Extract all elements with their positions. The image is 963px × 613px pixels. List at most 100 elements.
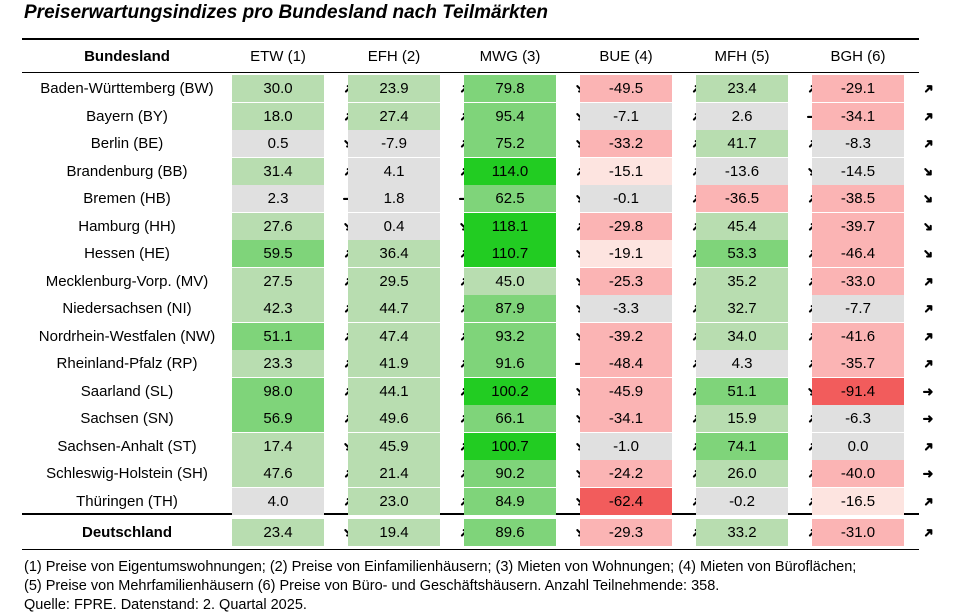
table-row-3-value-etw: 0.5 bbox=[232, 130, 324, 157]
table-row-2-value-bue: -7.1 bbox=[580, 102, 672, 130]
table-row-1-value-mwg: 79.8 bbox=[464, 75, 556, 102]
table-row-6-value-bgh: -39.7 bbox=[812, 212, 904, 240]
table-row-3-trend-bgh-up-arrow-icon: ➜ bbox=[918, 134, 938, 153]
table-row-7-value-etw: 59.5 bbox=[232, 240, 324, 267]
table-row-5-value-mfh: -36.5 bbox=[696, 185, 788, 212]
table-row-7-label: Hessen (HE) bbox=[84, 245, 170, 262]
table-row-7-value-mwg: 110.7 bbox=[464, 240, 556, 267]
table-row-7-trend-bgh-down-arrow-icon: ➜ bbox=[918, 244, 938, 263]
table-row-12-value-efh: 44.1 bbox=[348, 377, 440, 405]
table-row-9-value-mfh: 32.7 bbox=[696, 295, 788, 322]
total-value-bue: -29.3 bbox=[580, 519, 672, 546]
table-row-7-value-bgh: -46.4 bbox=[812, 240, 904, 267]
table-row-13-value-mfh: 15.9 bbox=[696, 405, 788, 432]
table-row-12-trend-bgh-flat-arrow-icon: ➜ bbox=[922, 383, 934, 399]
header-col-bgh: BGH (6) bbox=[830, 48, 886, 65]
table-row-14-row: Sachsen-Anhalt (ST)17.4➜45.9➜100.7➜-1.0➜… bbox=[22, 432, 937, 460]
table-row-1-value-bue: -49.5 bbox=[580, 75, 672, 102]
table-row-8-value-mwg: 45.0 bbox=[464, 267, 556, 295]
table-row-13-label: Sachsen (SN) bbox=[80, 410, 174, 427]
table-row-8-row: Mecklenburg-Vorp. (MV)27.5➜29.5➜45.0➜-25… bbox=[22, 267, 937, 295]
table-row-13-value-etw: 56.9 bbox=[232, 405, 324, 432]
table-row-9-value-bue: -3.3 bbox=[580, 295, 672, 322]
table-row-1-value-efh: 23.9 bbox=[348, 75, 440, 102]
table-row-12-value-bgh: -91.4 bbox=[812, 377, 904, 405]
table-row-16-row: Thüringen (TH)4.0➜23.0➜84.9➜-62.4➜-0.2➜-… bbox=[22, 487, 937, 515]
table-row-5-value-efh: 1.8 bbox=[348, 185, 440, 212]
table-row-1-value-etw: 30.0 bbox=[232, 75, 324, 102]
total-value-bgh: -31.0 bbox=[812, 519, 904, 546]
table-row-14-value-efh: 45.9 bbox=[348, 432, 440, 460]
table-row-5-value-bue: -0.1 bbox=[580, 185, 672, 212]
table-row-15-row: Schleswig-Holstein (SH)47.6➜21.4➜90.2➜-2… bbox=[22, 460, 933, 487]
table-row-11-value-etw: 23.3 bbox=[232, 350, 324, 377]
table-row-2-value-efh: 27.4 bbox=[348, 102, 440, 130]
table-row-10-value-bue: -39.2 bbox=[580, 322, 672, 350]
table-row-8-value-bue: -25.3 bbox=[580, 267, 672, 295]
table-row-13-value-efh: 49.6 bbox=[348, 405, 440, 432]
table-row-9-label: Niedersachsen (NI) bbox=[62, 300, 192, 317]
header-row: Bundesland ETW (1) EFH (2) MWG (3) BUE (… bbox=[22, 43, 919, 70]
table-row-16-value-mfh: -0.2 bbox=[696, 487, 788, 515]
table-row-8-value-etw: 27.5 bbox=[232, 267, 324, 295]
header-bundesland: Bundesland bbox=[84, 48, 170, 65]
table-row-15-trend-bgh-flat-arrow-icon: ➜ bbox=[922, 466, 934, 481]
table-row-4-value-bue: -15.1 bbox=[580, 157, 672, 185]
table-row-6-value-mwg: 118.1 bbox=[464, 212, 556, 240]
table-row-6-row: Hamburg (HH)27.6➜0.4➜118.1➜-29.8➜45.4➜-3… bbox=[22, 212, 937, 240]
table-row-9-value-mwg: 87.9 bbox=[464, 295, 556, 322]
table-row-12-value-mwg: 100.2 bbox=[464, 377, 556, 405]
table-row-9-row: Niedersachsen (NI)42.3➜44.7➜87.9➜-3.3➜32… bbox=[22, 295, 937, 322]
table-row-16-value-efh: 23.0 bbox=[348, 487, 440, 515]
table-row-6-label: Hamburg (HH) bbox=[78, 217, 176, 235]
total-value-etw: 23.4 bbox=[232, 519, 324, 546]
table-row-2-trend-bgh-up-arrow-icon: ➜ bbox=[918, 106, 938, 126]
table-row-13-value-bgh: -6.3 bbox=[812, 405, 904, 432]
table-row-10-trend-bgh-up-arrow-icon: ➜ bbox=[918, 326, 938, 346]
table-row-15-value-etw: 47.6 bbox=[232, 460, 324, 487]
table-row-9-value-bgh: -7.7 bbox=[812, 295, 904, 322]
header-col-mwg: MWG (3) bbox=[479, 48, 541, 65]
table-row-14-value-etw: 17.4 bbox=[232, 432, 324, 460]
table-row-15-label: Schleswig-Holstein (SH) bbox=[46, 465, 208, 482]
table-row-3-row: Berlin (BE)0.5➜-7.9➜75.2➜-33.2➜41.7➜-8.3… bbox=[22, 130, 937, 157]
table-row-6-value-bue: -29.8 bbox=[580, 212, 672, 240]
table-row-11-trend-bgh-up-arrow-icon: ➜ bbox=[918, 354, 938, 373]
table-row-12-row: Saarland (SL)98.0➜44.1➜100.2➜-45.9➜51.1➜… bbox=[22, 377, 933, 405]
table-row-16-value-bue: -62.4 bbox=[580, 487, 672, 515]
table-row-10-row: Nordrhein-Westfalen (NW)51.1➜47.4➜93.2➜-… bbox=[22, 322, 937, 350]
footnote-2: (5) Preise von Mehrfamilienhäusern (6) P… bbox=[24, 578, 720, 594]
table-row-9-value-efh: 44.7 bbox=[348, 295, 440, 322]
table-row-10-value-efh: 47.4 bbox=[348, 322, 440, 350]
table-row-2-value-etw: 18.0 bbox=[232, 102, 324, 130]
table-row-5-label: Bremen (HB) bbox=[83, 190, 171, 207]
header-col-efh: EFH (2) bbox=[367, 48, 421, 65]
table-row-14-value-mwg: 100.7 bbox=[464, 432, 556, 460]
table-row-1-value-bgh: -29.1 bbox=[812, 75, 904, 102]
total-label: Deutschland bbox=[81, 524, 172, 541]
table-row-10-value-mfh: 34.0 bbox=[696, 322, 788, 350]
table-row-5-value-bgh: -38.5 bbox=[812, 185, 904, 212]
table-row-16-value-etw: 4.0 bbox=[232, 487, 324, 515]
table-row-10-label: Nordrhein-Westfalen (NW) bbox=[38, 327, 216, 345]
table-row-5-value-mwg: 62.5 bbox=[464, 185, 556, 212]
table-row-7-value-mfh: 53.3 bbox=[696, 240, 788, 267]
table-row-5-value-etw: 2.3 bbox=[232, 185, 324, 212]
table-row-14-value-bue: -1.0 bbox=[580, 432, 672, 460]
table-row-12-value-mfh: 51.1 bbox=[696, 377, 788, 405]
total-value-mfh: 33.2 bbox=[696, 519, 788, 546]
table-row-16-value-bgh: -16.5 bbox=[812, 487, 904, 515]
table-row-2-label: Bayern (BY) bbox=[86, 107, 168, 125]
table-row-1-row: Baden-Württemberg (BW)30.0➜23.9➜79.8➜-49… bbox=[22, 75, 937, 102]
table-row-1-value-mfh: 23.4 bbox=[696, 75, 788, 102]
table-row-4-value-efh: 4.1 bbox=[348, 157, 440, 185]
table-row-12-value-etw: 98.0 bbox=[232, 377, 324, 405]
header-rule bbox=[22, 72, 919, 73]
table-row-11-value-mfh: 4.3 bbox=[696, 350, 788, 377]
table-row-3-value-bgh: -8.3 bbox=[812, 130, 904, 157]
table-row-13-value-mwg: 66.1 bbox=[464, 405, 556, 432]
table-row-10-value-etw: 51.1 bbox=[232, 322, 324, 350]
table-row-15-value-mfh: 26.0 bbox=[696, 460, 788, 487]
table-row-4-row: Brandenburg (BB)31.4➜4.1➜114.0➜-15.1➜-13… bbox=[22, 157, 937, 185]
footnote-1: (1) Preise von Eigentumswohnungen; (2) P… bbox=[24, 559, 857, 575]
